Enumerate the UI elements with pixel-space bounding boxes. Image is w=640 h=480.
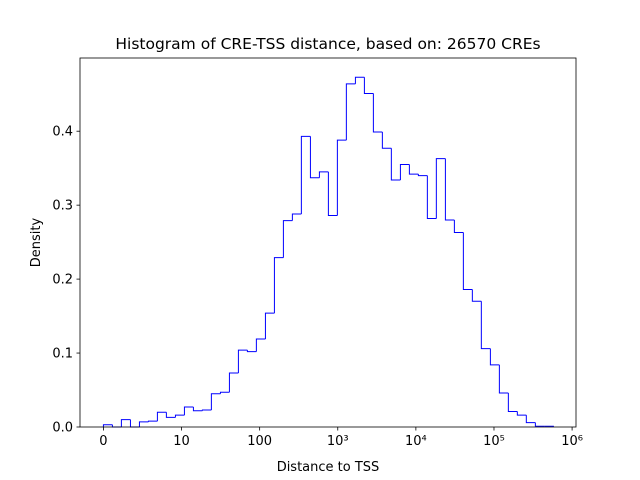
histogram-step xyxy=(390,148,401,181)
histogram-step xyxy=(183,406,194,416)
x-tick-label: 10⁵ xyxy=(483,434,505,449)
histogram-step xyxy=(318,171,329,178)
y-axis-label: Density xyxy=(29,217,44,267)
x-tick-label: 10³ xyxy=(327,434,349,449)
histogram-step xyxy=(309,136,320,179)
histogram-step xyxy=(192,407,203,412)
histogram-step xyxy=(336,139,347,216)
y-tick-label: 0.4 xyxy=(52,125,73,140)
histogram-step xyxy=(219,391,230,394)
histogram-step xyxy=(363,77,374,94)
histogram-step xyxy=(291,213,302,221)
histogram-step xyxy=(138,421,149,427)
x-axis-label: Distance to TSS xyxy=(277,460,380,475)
x-tick-label: 10⁶ xyxy=(561,434,583,449)
histogram-step xyxy=(237,349,248,374)
histogram-step xyxy=(255,338,266,352)
y-tick-label: 0.0 xyxy=(52,421,73,436)
y-tick-label: 0.2 xyxy=(52,273,73,288)
histogram-step xyxy=(426,175,437,219)
histogram-step xyxy=(264,312,275,340)
histogram-step xyxy=(228,372,239,393)
y-tick-label: 0.1 xyxy=(52,347,73,362)
histogram-step xyxy=(498,364,509,394)
histogram-step xyxy=(345,83,356,141)
histogram-step xyxy=(327,171,338,217)
histogram-step xyxy=(462,232,473,290)
histogram-step xyxy=(444,158,455,221)
histogram-step xyxy=(417,174,428,177)
plot-frame xyxy=(79,57,577,428)
histogram-step xyxy=(282,220,293,258)
histogram-step xyxy=(120,419,131,427)
histogram-step xyxy=(372,93,383,133)
histogram-step xyxy=(381,131,392,149)
histogram-step xyxy=(174,414,185,418)
histogram-step xyxy=(165,412,176,418)
x-tick-label: 10 xyxy=(173,434,190,449)
histogram-step xyxy=(534,422,545,427)
x-tick-label: 100 xyxy=(247,434,272,449)
chart-title: Histogram of CRE-TSS distance, based on:… xyxy=(115,35,540,53)
x-tick-label: 0 xyxy=(99,434,107,449)
histogram-step xyxy=(471,289,482,302)
histogram-step xyxy=(147,420,158,422)
y-tick-label: 0.3 xyxy=(52,199,73,214)
histogram-step xyxy=(480,301,491,350)
histogram-step xyxy=(489,348,500,366)
histogram-step xyxy=(354,76,365,84)
histogram-step xyxy=(156,411,167,422)
histogram-step xyxy=(399,163,410,181)
x-tick-label: 10⁴ xyxy=(405,434,427,449)
histogram-step xyxy=(516,411,527,416)
histogram-step xyxy=(246,350,257,353)
histogram-step xyxy=(453,219,464,234)
histogram-step xyxy=(300,135,311,215)
histogram-step xyxy=(435,158,446,219)
histogram-step xyxy=(408,164,419,175)
histogram-step xyxy=(525,415,536,424)
histogram-step xyxy=(102,424,113,427)
histogram-step xyxy=(201,409,212,411)
histogram-step xyxy=(273,257,284,314)
histogram-step xyxy=(210,393,221,410)
histogram-step xyxy=(507,392,518,412)
